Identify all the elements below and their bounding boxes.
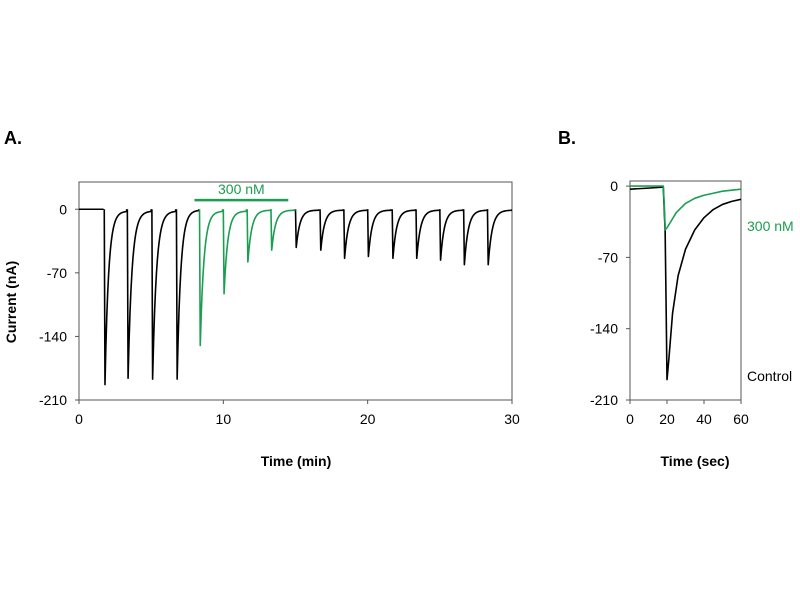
y-axis-title: Current (nA): [3, 261, 19, 343]
series-line: [630, 186, 741, 381]
pulse-trace: [415, 209, 441, 260]
x-axis-title: Time (sec): [661, 453, 730, 469]
pulse-trace: [319, 209, 344, 251]
pulse-trace: [126, 209, 152, 379]
x-tick-label: 40: [696, 411, 712, 427]
series-line: [630, 185, 741, 231]
y-tick-label: 0: [59, 201, 67, 217]
pulse-trace: [391, 209, 417, 260]
pulse-trace: [343, 209, 369, 260]
pulse-trace: [222, 209, 248, 295]
y-tick-label: -70: [598, 249, 618, 265]
series-label: Control: [747, 368, 792, 384]
pulse-trace: [439, 209, 464, 261]
x-tick-label: 10: [216, 411, 232, 427]
x-tick-label: 0: [75, 411, 83, 427]
y-tick-label: -210: [39, 392, 67, 408]
panel-label-b: B.: [558, 128, 576, 148]
plot-frame: [629, 180, 742, 401]
y-tick-label: -140: [39, 328, 67, 344]
y-tick-label: -70: [47, 265, 67, 281]
y-tick-label: -140: [590, 321, 618, 337]
panel-b: B. 0 -70 -140 -210 0 20 40 60 Time (sec) Control 30…: [558, 128, 794, 469]
pulse-trace: [270, 209, 296, 251]
panel-label-a: A.: [4, 128, 22, 148]
pulse-trace: [366, 209, 392, 258]
x-tick-label: 60: [733, 411, 749, 427]
application-label: 300 nM: [218, 181, 265, 197]
plot-frame: [78, 181, 513, 401]
pulse-trace: [198, 209, 224, 347]
y-tick-label: -210: [590, 392, 618, 408]
panel-a: A. 0 -70 -140 -210 0 10 20 30 Time (min) Current (…: [3, 128, 520, 469]
series-label: 300 nM: [747, 218, 794, 234]
pulse-trace: [246, 209, 272, 263]
x-tick-label: 30: [504, 411, 520, 427]
x-axis-title: Time (min): [261, 453, 332, 469]
traces: [630, 185, 741, 381]
pulse-trace: [151, 209, 177, 380]
x-tick-label: 20: [360, 411, 376, 427]
pulse-trace: [175, 209, 200, 380]
pulse-trace: [486, 209, 512, 266]
traces: [79, 208, 512, 386]
y-tick-label: 0: [610, 178, 618, 194]
pulse-trace: [103, 209, 128, 386]
pulse-trace: [462, 209, 489, 266]
x-tick-label: 20: [659, 411, 675, 427]
pulse-trace: [294, 209, 320, 249]
x-tick-label: 0: [626, 411, 634, 427]
